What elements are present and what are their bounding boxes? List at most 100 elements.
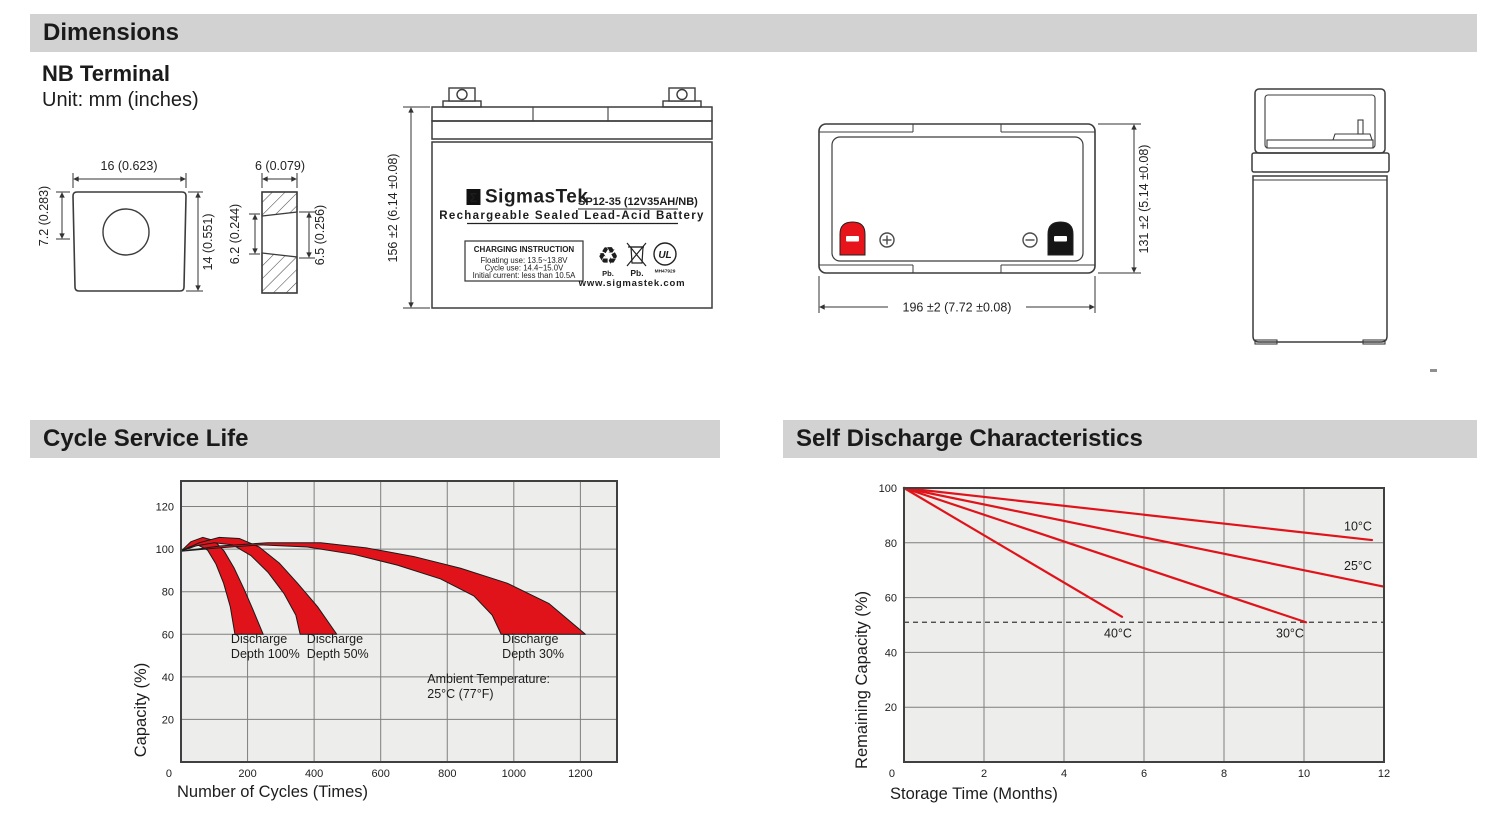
x-tick-label: 600 <box>372 768 390 780</box>
sigma-logo-icon: Σ <box>470 191 478 205</box>
terminal-hole <box>676 88 688 101</box>
battery-body <box>431 141 713 309</box>
battery-top-view-drawing: 131 ±2 (5.14 ±0.08) 196 ±2 (7.72 ±0.08) <box>818 123 1151 315</box>
series-line <box>902 486 1386 588</box>
terminal-hole <box>102 208 150 256</box>
x-tick-label: 1000 <box>502 768 526 780</box>
terminal-front-view-drawing: 16 (0.623) 7.2 (0.283) 14 (0.551) <box>37 159 215 292</box>
x-tick-label: 400 <box>305 768 323 780</box>
dim-upper-height-group <box>56 191 70 240</box>
y-tick-label: 20 <box>885 702 897 714</box>
model-number: SP12-35 (12V35AH/NB) <box>578 196 698 208</box>
dim-height-group <box>403 106 430 309</box>
dimensions-title: Dimensions <box>43 19 180 46</box>
side-foot <box>1362 339 1386 345</box>
terminal-side-view-drawing: 6 (0.079) 6.2 (0.244) 6.5 (0.256) <box>228 159 327 294</box>
bin-body <box>630 246 644 264</box>
side-lid-band <box>1251 152 1390 173</box>
battery-front-view-drawing: 156 ±2 (6.14 ±0.08) Σ SigmasTek SP12-35 … <box>386 87 713 309</box>
x-tick-label: 10 <box>1298 768 1310 780</box>
plus-circle-icon <box>879 232 895 248</box>
plot-border <box>180 480 618 763</box>
charging-instruction-box <box>464 240 584 282</box>
self-discharge-title: Self Discharge Characteristics <box>796 425 1143 452</box>
ul-mark-text: UL <box>658 250 671 261</box>
self-discharge-header: Self Discharge Characteristics <box>783 420 1477 458</box>
chart-annotation: Ambient Temperature: <box>427 672 550 686</box>
ul-file-number: MH47929 <box>655 269 676 275</box>
x-tick-label: 6 <box>1141 768 1147 780</box>
y-tick-label: 80 <box>885 538 897 550</box>
charging-line-3: Initial current: less than 10.5A <box>473 271 577 280</box>
plot-border <box>903 487 1385 763</box>
series-line <box>902 486 1308 624</box>
chart-annotation: 10°C <box>1344 519 1372 533</box>
side-terminal-post <box>1357 119 1364 135</box>
lid-band <box>431 120 713 140</box>
grid-lines <box>904 488 1384 762</box>
chart-annotation: Depth 30% <box>502 647 564 661</box>
y-axis-title: Remaining Capacity (%) <box>853 591 871 769</box>
charging-line-2: Cycle use: 14.4~15.0V <box>485 264 564 273</box>
dim-depth-label: 131 ±2 (5.14 ±0.08) <box>1137 145 1151 254</box>
top-view-outer-outline <box>818 123 1096 274</box>
crossed-bin-pb-icon <box>626 242 647 267</box>
dim-outer-label: 6.5 (0.256) <box>313 205 327 265</box>
dim-width-group <box>818 276 1096 313</box>
sigma-logo-box <box>466 189 481 205</box>
terminal-side-lower-hatch <box>261 252 298 294</box>
dim-inner-group <box>249 213 260 255</box>
dim-width-label: 196 ±2 (7.72 ±0.08) <box>903 301 1012 315</box>
dimensions-section-header: Dimensions <box>30 14 1477 52</box>
series-line <box>902 486 1374 542</box>
y-tick-label: 60 <box>885 593 897 605</box>
y-tick-label: 100 <box>156 544 174 556</box>
pb-bin-label: Pb. <box>630 268 643 278</box>
self-discharge-chart: 2 4 6 8 10 12 20 40 60 80 100 0 10°C 25°C 40°C 30°C Rema… <box>853 483 1390 803</box>
top-view-ledge-lines <box>819 124 1095 273</box>
dim-width-label: 16 (0.623) <box>101 159 158 173</box>
x-axis-title: Storage Time (Months) <box>890 785 1058 803</box>
series-line <box>902 486 1124 618</box>
right-terminal-post <box>662 87 702 108</box>
chart-annotation: Depth 50% <box>307 647 369 661</box>
y-tick-label: 100 <box>879 483 897 495</box>
y-tick-label: 80 <box>162 587 174 599</box>
y-tick-label: 120 <box>156 502 174 514</box>
terminal-pedestal <box>662 100 702 108</box>
terminal-side-upper-hatch <box>261 191 298 217</box>
chart-annotation: 40°C <box>1104 626 1132 640</box>
x-tick-label: 8 <box>1221 768 1227 780</box>
charging-title: CHARGING INSTRUCTION <box>474 245 575 254</box>
ul-mark-icon <box>653 242 677 266</box>
cycle-service-life-header: Cycle Service Life <box>30 420 720 458</box>
side-body-outline <box>1252 175 1388 343</box>
minus-circle-icon <box>1022 232 1038 248</box>
dim-full-height-group <box>186 191 203 292</box>
battery-label: Σ SigmasTek SP12-35 (12V35AH/NB) Recharg… <box>439 187 703 290</box>
negative-terminal-slot <box>1054 236 1067 242</box>
side-plate <box>1266 139 1374 149</box>
side-terminal-base <box>1332 133 1373 141</box>
terminal-front-outline <box>72 191 187 292</box>
charging-line-1: Floating use: 13.5~13.8V <box>481 256 569 265</box>
plus-circle-outline <box>879 232 895 248</box>
chart-annotation: Depth 100% <box>231 647 300 661</box>
discharge-depth-band <box>180 536 338 635</box>
terminal-side-outline <box>261 191 298 294</box>
side-foot <box>1254 339 1278 345</box>
origin-tick-label: 0 <box>166 768 172 780</box>
unit-label: Unit: mm (inches) <box>42 89 199 111</box>
chart-annotation: Discharge <box>502 632 558 646</box>
left-terminal-post <box>442 87 482 108</box>
y-tick-label: 20 <box>162 714 174 726</box>
dim-full-height-label: 14 (0.551) <box>201 214 215 271</box>
cycle-service-life-chart: 200 400 600 800 1000 1200204060801001200Disch… <box>132 480 618 801</box>
dim-width-label: 6 (0.079) <box>255 159 305 173</box>
battery-side-view-drawing <box>1251 88 1390 345</box>
website-text: www.sigmastek.com <box>578 278 686 289</box>
y-axis-title: Capacity (%) <box>132 663 150 757</box>
chart-annotation: 25°C (77°F) <box>427 687 493 701</box>
terminal-hole <box>456 88 468 101</box>
y-tick-label: 40 <box>885 647 897 659</box>
